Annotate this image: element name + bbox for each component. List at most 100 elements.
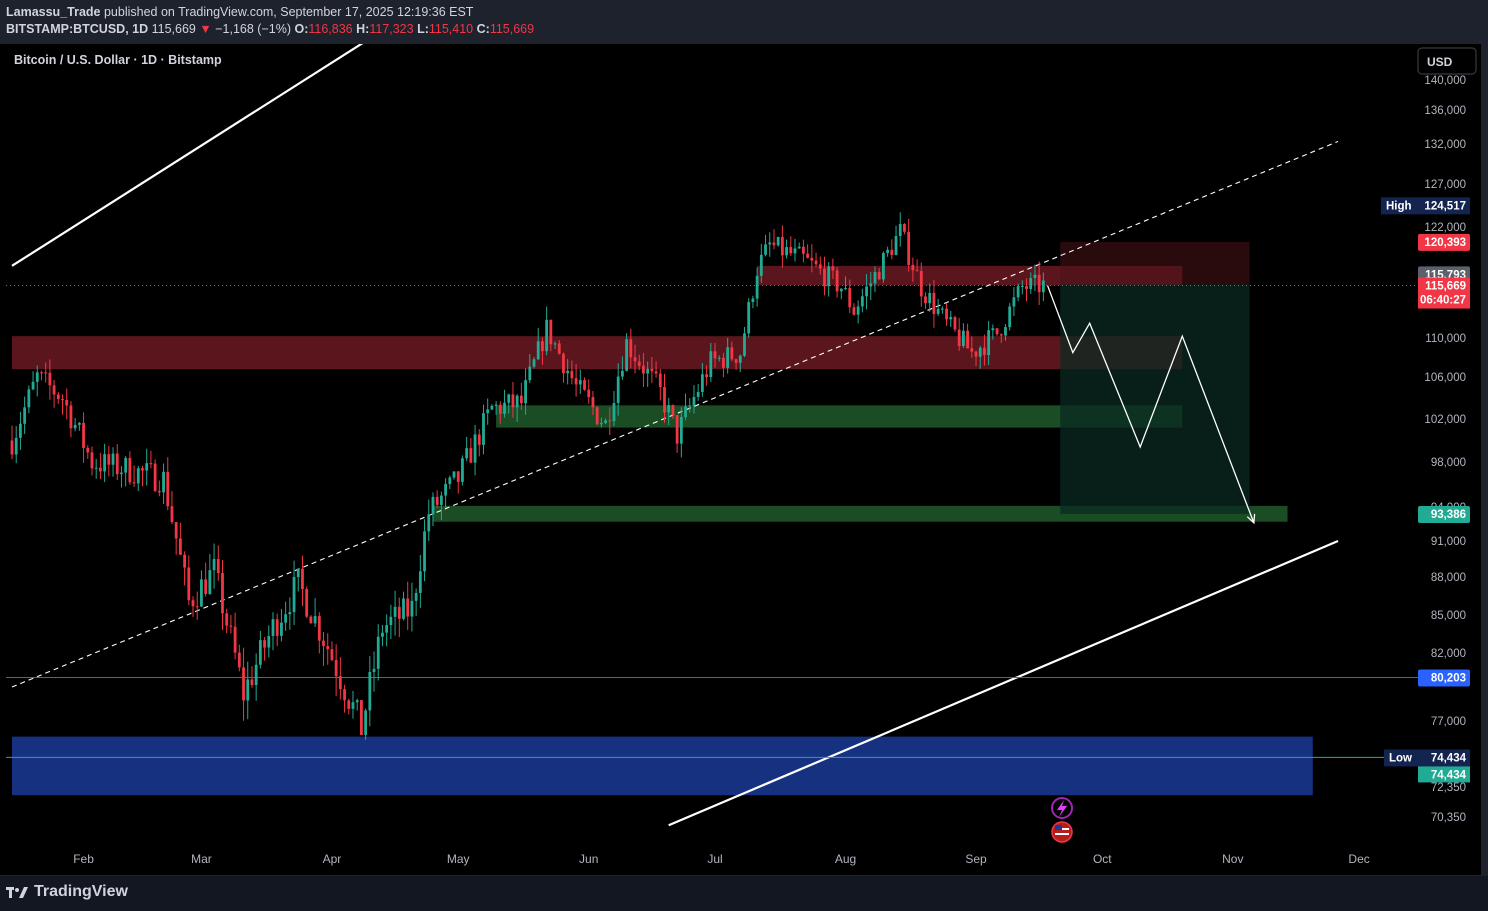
candle [364,708,368,740]
x-tick-label: Jun [579,852,598,866]
candle [31,371,35,391]
candle [469,438,473,463]
candle [498,401,502,424]
candle [107,446,111,477]
candle [995,328,999,336]
candle [1037,261,1041,305]
tradingview-logo-icon [6,887,28,898]
candle [751,295,755,309]
candle [616,363,620,416]
chart-area[interactable]: Bitcoin / U.S. Dollar · 1D · Bitstamp 14… [0,0,1481,875]
candle [945,302,948,326]
candle [317,612,321,654]
candle [903,223,906,235]
price-chart[interactable]: Bitcoin / U.S. Dollar · 1D · Bitstamp 14… [0,0,1481,875]
lower-channel-line[interactable] [668,539,1339,827]
candle [835,267,839,298]
candle [583,377,586,391]
candle [877,268,881,280]
candle [789,236,793,256]
candle [482,404,485,455]
candle [974,350,978,366]
ohlc-header: BITSTAMP:BTCUSD, 1D 115,669 ▼ −1,168 (−1… [6,22,534,36]
candle [94,458,98,479]
y-tick-label: 136,000 [1424,105,1466,117]
candle [368,656,372,727]
candle [73,418,77,432]
candle [208,554,212,595]
candle [52,380,56,408]
candle [785,239,788,259]
candle [999,333,1003,343]
lightning-event-icon[interactable] [1051,797,1073,819]
candle [153,459,157,493]
y-tick-label: 77,000 [1431,716,1466,728]
candle [738,354,742,373]
last-price-tag [1418,277,1470,309]
candle [216,545,220,581]
candle [856,300,860,324]
candle [166,457,170,511]
low-tag [1384,749,1470,767]
candle [953,315,957,332]
candle [427,499,431,541]
candle [709,342,713,383]
x-tick-label: Nov [1222,852,1243,866]
candle [132,465,136,488]
last-price: 115,669 [151,22,196,36]
candle [461,455,464,486]
candle [932,280,936,328]
candle [128,451,132,485]
author-name[interactable]: Lamassu_Trade [6,5,101,19]
candle [503,389,506,418]
candle [957,317,961,351]
candle [599,417,603,428]
us-flag-event-icon[interactable] [1051,821,1073,843]
candle [557,340,561,355]
candle [566,359,570,385]
candle [305,586,309,619]
y-tick-label: 72,350 [1431,782,1466,794]
currency-button-label[interactable]: USD [1427,55,1453,69]
close-label: C: [476,22,490,36]
currency-button[interactable] [1417,47,1477,75]
brand[interactable]: TradingView [6,883,128,901]
candle [524,368,527,415]
candle [671,404,675,419]
candle [338,657,342,700]
publish-info: Lamassu_Trade published on TradingView.c… [6,5,473,19]
position-risk-box[interactable] [1060,241,1250,285]
candle [1016,283,1020,302]
candle [385,614,389,647]
mid-channel-line[interactable] [11,140,1339,688]
candle [90,446,94,476]
candle [1029,272,1033,295]
y-tick-label: 106,000 [1424,372,1466,384]
blue-zone[interactable] [12,736,1313,796]
candle [970,336,974,358]
candle [334,644,338,697]
candle [894,225,898,256]
last-price-value: 115,669 [1425,281,1466,293]
high-label: H: [356,22,370,36]
high-value: 117,323 [369,22,414,36]
candle [587,379,591,404]
candle [713,342,717,368]
candle [696,384,700,401]
upper-channel-line[interactable] [11,0,576,267]
brand-name: TradingView [34,883,128,900]
y-tick-label: 88,000 [1431,572,1466,584]
candle [886,246,890,257]
position-reward-box[interactable] [1060,284,1250,514]
candle [136,465,140,492]
candle [229,614,233,634]
candle [642,352,645,387]
candle [296,568,300,592]
y-tick-label: 140,000 [1424,75,1466,87]
supply-zone[interactable] [12,336,1183,370]
candle [604,418,607,424]
candle [692,385,696,414]
candle [536,327,540,361]
candle [372,651,376,692]
projection-path[interactable] [1046,285,1255,524]
